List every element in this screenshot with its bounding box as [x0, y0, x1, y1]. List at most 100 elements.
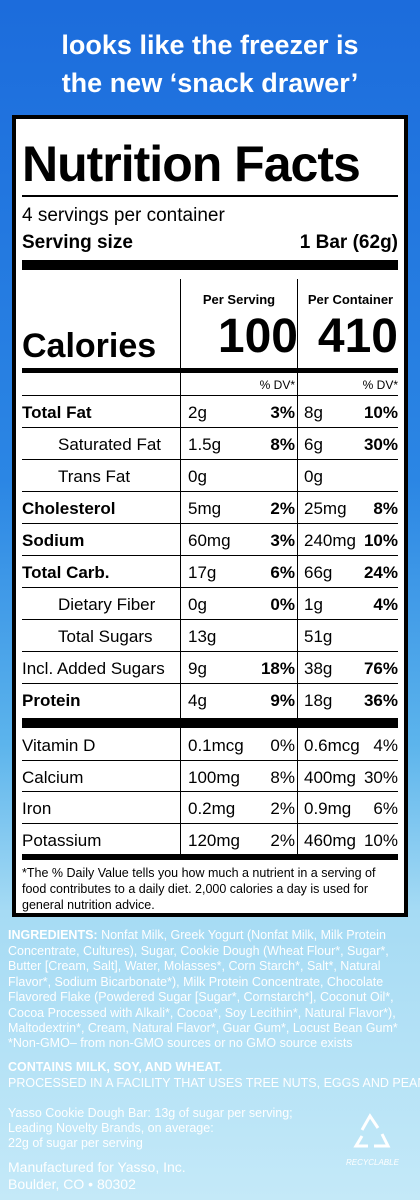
ingredients: INGREDIENTS: Nonfat Milk, Greek Yogurt (… — [8, 928, 412, 1037]
amount: 240mg — [304, 531, 356, 550]
comparison-line: Leading Novelty Brands, on average: — [8, 1121, 214, 1135]
amount: 17g — [188, 563, 217, 582]
rule — [22, 619, 398, 620]
nutrient-name: Dietary Fiber — [58, 595, 156, 614]
nutrient-name: Protein — [22, 691, 81, 710]
amount: 1g — [304, 595, 323, 614]
amount: 18g — [304, 691, 333, 710]
daily-value: 3% — [270, 531, 295, 550]
daily-value: 4% — [373, 595, 398, 614]
calories-value: 410 — [317, 310, 398, 363]
thick-rule — [22, 718, 398, 728]
allergen-statement: CONTAINS MILK, SOY, AND WHEAT. — [8, 1060, 223, 1074]
amount: 0g — [188, 595, 207, 614]
amount: 400mg — [304, 767, 356, 787]
nutrient-name: Vitamin D — [22, 736, 96, 755]
daily-value: 8% — [373, 499, 398, 518]
daily-value: 18% — [260, 659, 295, 678]
rule — [22, 491, 398, 492]
footnote: *The % Daily Value tells you how much a … — [22, 866, 376, 912]
nutrient-name: Sodium — [22, 531, 85, 550]
daily-value: 76% — [363, 659, 398, 678]
dv-header: % DV* — [362, 378, 398, 392]
nutrient-name: Iron — [22, 799, 52, 818]
recycle-icon — [353, 1113, 391, 1148]
column-divider — [297, 279, 298, 859]
rule — [22, 587, 398, 588]
nutrient-name: Incl. Added Sugars — [22, 659, 165, 678]
nutrient-name: Total Carb. — [22, 563, 110, 582]
amount: 51g — [304, 627, 333, 646]
daily-value: 24% — [363, 563, 398, 582]
daily-value: 10% — [363, 403, 398, 422]
amount: 5mg — [188, 499, 222, 518]
amount: 13g — [188, 627, 217, 646]
serving-size: 1 Bar (62g) — [299, 232, 398, 253]
nutrient-name: Total Sugars — [58, 627, 153, 646]
rule — [22, 759, 398, 761]
non-gmo-note: *Non-GMO– from non-GMO sources or no GMO… — [8, 1036, 353, 1050]
amount: 460mg — [304, 830, 356, 850]
daily-value: 6% — [373, 799, 398, 818]
rule — [22, 555, 398, 556]
amount: 8g — [304, 403, 323, 422]
daily-value: 8% — [270, 767, 295, 787]
daily-value: 8% — [270, 435, 295, 454]
calories-value: 100 — [217, 310, 298, 363]
amount: 0.9mg — [304, 799, 352, 818]
daily-value: 6% — [270, 563, 295, 582]
amount: 38g — [304, 659, 333, 678]
amount: 60mg — [188, 531, 231, 550]
amount: 0.6mcg — [304, 736, 360, 755]
rule — [22, 427, 398, 428]
manufacturer: Boulder, CO • 80302 — [8, 1176, 136, 1192]
nutrient-name: Saturated Fat — [58, 435, 162, 454]
dv-header: % DV* — [259, 378, 295, 392]
nutrient-name: Calcium — [22, 767, 84, 787]
nutrition-label: Nutrition Facts 4 servings per container… — [12, 115, 408, 917]
amount: 0.1mcg — [188, 736, 244, 755]
comparison-line: 22g of sugar per serving — [8, 1136, 143, 1150]
amount: 4g — [188, 691, 207, 710]
medium-rule — [22, 368, 398, 373]
daily-value: 2% — [270, 499, 295, 518]
serving-size-label: Serving size — [22, 232, 133, 253]
calories-label: Calories — [22, 327, 157, 365]
daily-value: 0% — [270, 595, 295, 614]
nutrient-name: Trans Fat — [58, 467, 131, 486]
rule — [22, 651, 398, 652]
ingredients-text: Nonfat Milk, Greek Yogurt (Nonfat Milk, … — [8, 928, 398, 1035]
slogan-line: the new ‘snack drawer’ — [61, 68, 359, 98]
daily-value: 9% — [270, 691, 295, 710]
rule — [22, 459, 398, 460]
daily-value: 10% — [363, 531, 398, 550]
label-title: Nutrition Facts — [22, 136, 361, 192]
daily-value: 10% — [363, 830, 398, 850]
daily-value: 30% — [363, 767, 398, 787]
rule — [22, 791, 398, 792]
amount: 0g — [188, 467, 207, 486]
amount: 0.2mg — [188, 799, 236, 818]
daily-value: 30% — [363, 435, 398, 454]
recyclable-label: RECYCLABLE — [346, 1158, 399, 1167]
daily-value: 0% — [270, 736, 295, 755]
amount: 100mg — [188, 767, 240, 787]
column-header: Per Serving — [202, 292, 276, 307]
daily-value: 3% — [270, 403, 295, 422]
amount: 25mg — [304, 499, 347, 518]
rule — [22, 523, 398, 524]
thick-rule — [22, 260, 398, 270]
facility-statement: PROCESSED IN A FACILITY THAT USES TREE N… — [8, 1076, 420, 1090]
daily-value: 36% — [363, 691, 398, 710]
amount: 120mg — [188, 830, 240, 850]
amount: 2g — [188, 403, 207, 422]
ingredients-label: INGREDIENTS: — [8, 928, 98, 942]
amount: 66g — [304, 563, 333, 582]
amount: 0g — [304, 467, 323, 486]
amount: 1.5g — [188, 435, 222, 454]
slogan-line: looks like the freezer is — [61, 30, 359, 60]
rule — [22, 195, 398, 197]
nutrient-name: Potassium — [22, 830, 102, 850]
daily-value: 4% — [373, 736, 398, 755]
